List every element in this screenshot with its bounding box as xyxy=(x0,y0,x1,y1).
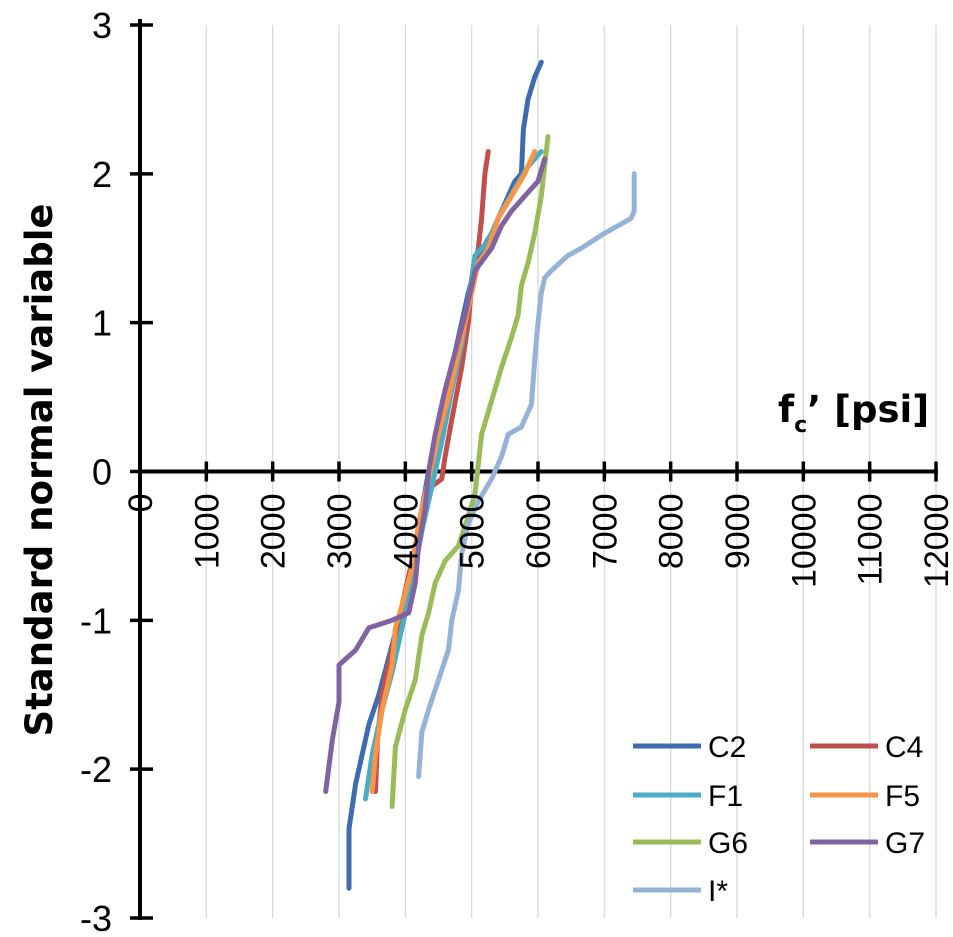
x-tick-label: 7000 xyxy=(586,494,624,570)
x-tick-label: 6000 xyxy=(520,494,558,570)
y-axis-label: Standard normal variable xyxy=(18,203,61,736)
y-tick-label: 1 xyxy=(92,303,112,344)
series-lines xyxy=(323,59,637,891)
y-tick-label: -3 xyxy=(80,898,112,937)
series-line-F1 xyxy=(363,149,544,802)
x-tick-label: 0 xyxy=(122,494,160,513)
x-tick-label: 10000 xyxy=(785,494,823,589)
legend-label-F5: F5 xyxy=(885,780,920,813)
y-tick-label: -1 xyxy=(80,600,112,641)
series-line-I* xyxy=(416,171,637,780)
x-axis-label: fc’ [psi] xyxy=(778,388,929,438)
legend-label-C2: C2 xyxy=(708,731,746,764)
y-tick-label: 3 xyxy=(92,5,112,46)
legend-label-I*: I* xyxy=(708,875,728,908)
tick-labels: -3 -2 -1 0 1 2 3 0 1000 2000 3000 4000 5000 6000 7000 8… xyxy=(80,5,953,937)
x-axis-label-rest: ’ [psi] xyxy=(807,388,929,431)
x-tick-label: 4000 xyxy=(387,494,425,570)
legend-label-F1: F1 xyxy=(708,780,743,813)
legend-label-G7: G7 xyxy=(885,827,925,860)
legend: C2 C4 F1 F5 G6 G7 I* xyxy=(633,731,925,908)
y-tick-label: 0 xyxy=(92,452,112,493)
x-tick-label: 11000 xyxy=(852,494,890,586)
y-tick-label: 2 xyxy=(92,154,112,195)
x-axis-label-sub: c xyxy=(794,413,807,438)
x-tick-label: 9000 xyxy=(719,494,757,570)
series-line-G6 xyxy=(389,134,551,809)
x-tick-label: 3000 xyxy=(321,494,359,570)
axes xyxy=(130,19,938,920)
series-line-F5 xyxy=(369,149,538,794)
x-tick-label: 2000 xyxy=(255,494,293,570)
y-tick-label: -2 xyxy=(80,749,112,790)
series-line-G7 xyxy=(323,156,548,794)
x-tick-label: 12000 xyxy=(918,494,953,589)
x-tick-label: 1000 xyxy=(188,494,226,570)
x-tick-label: 5000 xyxy=(454,493,492,569)
x-axis-label-main: f xyxy=(778,388,795,431)
x-tick-label: 8000 xyxy=(653,494,691,570)
legend-label-C4: C4 xyxy=(885,731,923,764)
legend-label-G6: G6 xyxy=(708,827,748,860)
